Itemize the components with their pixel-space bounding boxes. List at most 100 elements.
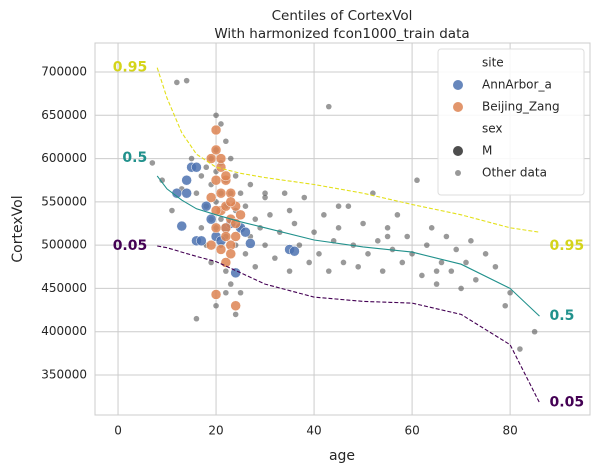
point [272,255,278,261]
y-tick-label: 450000 [41,281,87,295]
point [252,263,259,270]
x-tick-label: 40 [306,424,321,438]
point [502,302,509,309]
point [218,216,224,222]
point [230,300,241,311]
centile-label: 0.5 [550,308,575,324]
point [181,187,192,199]
point [262,242,268,248]
point [230,231,241,242]
point [220,170,232,182]
point [213,302,219,309]
point [188,155,195,162]
point [223,138,229,145]
legend-title: sex [482,122,503,136]
point [443,233,450,240]
point [215,153,227,164]
point [232,311,239,318]
y-axis-label: CortexVol [10,195,26,262]
point [433,281,440,287]
point [227,155,234,162]
point [296,242,303,248]
point [335,225,342,231]
y-tick-label: 600000 [41,151,87,165]
point [203,164,210,171]
point [473,276,479,283]
point [210,124,222,136]
x-tick-label: 0 [114,424,122,438]
centile-line [157,245,540,403]
point [289,245,300,257]
point [335,203,342,209]
point [267,212,273,218]
point [384,225,391,231]
point [517,346,523,352]
point [159,177,165,184]
point [223,289,229,296]
legend-marker [455,170,461,176]
y-tick-label: 350000 [41,368,87,382]
point [247,181,254,188]
point [482,251,489,257]
point [374,238,381,244]
legend-label: Other data [482,166,547,180]
point [245,238,256,249]
point [433,268,440,274]
point [205,213,217,225]
point [321,212,327,218]
centile-line [156,175,540,317]
legend-marker [453,80,463,90]
point [423,242,430,248]
point [286,207,293,214]
point [240,226,251,238]
point [225,248,237,260]
centile-label: 0.95 [550,238,585,254]
point [213,112,219,119]
legend-title: site [482,56,504,70]
point [438,259,445,266]
point [360,220,366,227]
x-tick-label: 60 [404,424,419,438]
point [232,173,239,179]
marks: 0.95 0.95 0.5 0.5 0.05 0.05 [113,60,584,411]
point [225,196,237,208]
point [191,161,202,173]
point [242,203,249,209]
point [325,103,332,110]
point [311,229,317,235]
x-axis-label: age [329,448,355,464]
point [169,207,175,214]
point [149,160,156,166]
point [463,259,469,266]
point [355,263,361,270]
centile-label: 0.5 [122,150,147,166]
point [220,231,232,242]
point [210,289,222,300]
legend-label: AnnArbor_a [482,78,552,92]
point [205,239,217,251]
legend-label: Beijing_Zang [482,100,560,114]
point [176,220,187,232]
y-tick-label: 500000 [41,238,87,252]
point [394,212,401,218]
centile-line [156,67,540,233]
point [262,194,268,201]
point [419,272,425,279]
point [301,194,308,201]
point [183,77,190,84]
point [235,209,246,221]
point [198,225,205,231]
point [286,268,293,274]
point [468,238,474,244]
point [404,233,410,240]
point [453,246,460,253]
chart-subtitle: With harmonized fcon1000_train data [214,26,469,42]
point [201,200,212,212]
point [210,205,222,216]
point [291,220,298,227]
point [242,251,249,257]
point [181,174,192,186]
point [414,177,420,184]
